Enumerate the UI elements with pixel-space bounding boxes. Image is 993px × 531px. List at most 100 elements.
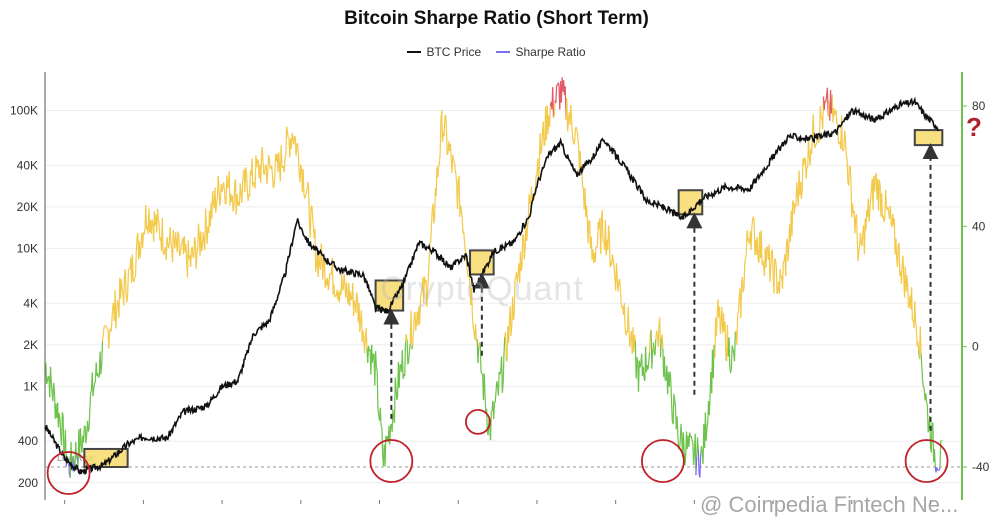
sharpe-segment-595 [512,315,515,321]
sharpe-segment-582 [502,356,505,385]
sharpe-segment-876 [733,332,736,362]
sharpe-segment-1095 [906,275,909,286]
annotation-boxes [83,129,944,469]
sharpe-segment-334 [307,181,310,191]
legend-label-sharpe: Sharpe Ratio [515,45,586,59]
sharpe-segment-992 [825,95,828,102]
sharpe-segment-406 [363,336,366,354]
sharpe-segment-1066 [883,217,886,223]
sharpe-segment-890 [744,251,747,259]
sharpe-segment-550 [477,346,480,363]
right-tick-label-0: 80 [972,99,986,113]
sharpe-segment-1012 [840,115,843,149]
sharpe-segment-290 [272,185,275,189]
sharpe-segment-75 [103,325,106,328]
sharpe-segment-717 [608,236,611,268]
sharpe-segment-218 [215,198,218,204]
sharpe-segment-106 [127,268,130,271]
sharpe-segment-289 [271,175,274,189]
sharpe-segment-1054 [874,175,877,192]
sharpe-segment-741 [627,306,630,333]
sharpe-segment-600 [516,274,519,282]
sharpe-segment-393 [353,300,356,305]
sharpe-segment-62 [93,382,96,389]
sharpe-segment-63 [94,381,96,384]
sharpe-segment-56 [88,409,91,429]
sharpe-segment-924 [771,249,774,274]
sharpe-segment-339 [311,205,314,217]
sharpe-segment-980 [815,140,818,145]
sharpe-segment-19 [59,419,62,436]
sharpe-segment-1109 [917,341,920,352]
annotation-box-1 [374,279,405,312]
sharpe-segment-115 [134,251,137,277]
sharpe-segment-616 [529,201,532,205]
sharpe-segment-416 [371,353,374,363]
sharpe-segment-179 [185,244,188,262]
sharpe-segment-688 [585,205,588,219]
sharpe-segment-422 [376,370,379,410]
right-tick-label-1: 40 [972,219,986,233]
low-risk-reference-line: Low Risk [45,453,962,468]
sharpe-segment-170 [178,235,181,257]
sharpe-segment-594 [511,296,514,320]
sharpe-segment-279 [264,165,266,175]
sharpe-segment-427 [380,425,383,428]
sharpe-segment-613 [526,218,529,229]
legend-item-btc-price[interactable]: BTC Price [407,45,481,59]
sharpe-segment-858 [719,321,722,334]
sharpe-segment-803 [676,416,679,435]
sharpe-segment-160 [170,243,173,249]
sharpe-segment-199 [201,247,204,252]
sharpe-segment-1136 [938,467,941,471]
sharpe-segment-3 [46,376,49,382]
sharpe-segment-1048 [869,197,872,210]
sharpe-segment-151 [163,250,166,255]
sharpe-segment-580 [500,356,503,393]
sharpe-segment-528 [460,205,462,211]
sharpe-segment-459 [405,334,408,341]
sharpe-segment-962 [801,158,804,190]
sharpe-segment-652 [557,82,560,86]
sharpe-segment-324 [299,164,302,182]
sharpe-segment-231 [226,175,229,189]
left-tick-label-0: 200 [18,476,38,490]
sharpe-segment-500 [437,164,440,168]
sharpe-segment-929 [775,266,778,295]
sharpe-ratio-series [44,77,943,479]
sharpe-segment-126 [143,228,146,235]
sharpe-segment-264 [252,182,255,187]
sharpe-segment-501 [438,153,441,165]
sharpe-segment-213 [212,191,215,202]
sharpe-segment-623 [534,174,537,189]
sharpe-segment-889 [744,258,747,264]
sharpe-segment-912 [762,260,765,266]
sharpe-segment-596 [513,280,516,316]
sharpe-segment-408 [365,328,368,348]
sharpe-segment-767 [648,352,651,363]
sharpe-segment-1090 [902,255,905,278]
sharpe-segment-649 [555,85,558,104]
sharpe-segment-672 [573,140,576,145]
sharpe-segment-168 [176,231,179,253]
sharpe-segment-811 [682,432,685,451]
sharpe-segment-832 [699,453,702,478]
sharpe-segment-1071 [887,206,890,214]
sharpe-segment-297 [278,152,281,169]
sharpe-segment-967 [805,166,808,179]
sharpe-segment-553 [479,343,482,373]
sharpe-segment-466 [411,345,414,350]
sharpe-segment-699 [594,246,597,263]
sharpe-segment-1029 [854,217,857,234]
sharpe-segment-104 [126,294,129,303]
sharpe-segment-768 [648,334,651,353]
sharpe-segment-171 [179,253,181,257]
sharpe-segment-1081 [895,238,898,258]
sharpe-segment-874 [732,348,735,354]
sharpe-segment-444 [393,377,396,423]
sharpe-segment-467 [411,334,414,346]
legend-swatch-sharpe [496,51,511,53]
legend-item-sharpe-ratio[interactable]: Sharpe Ratio [496,45,586,59]
sharpe-segment-743 [629,338,632,348]
sharpe-segment-871 [729,368,732,374]
